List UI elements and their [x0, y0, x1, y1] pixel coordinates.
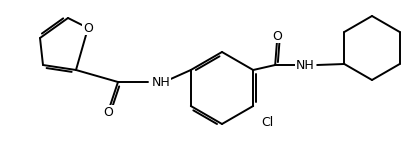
Text: O: O: [103, 106, 113, 119]
Text: O: O: [83, 22, 93, 34]
Text: NH: NH: [296, 58, 315, 71]
Text: NH: NH: [152, 75, 171, 88]
Text: Cl: Cl: [261, 116, 274, 129]
Text: O: O: [272, 30, 282, 43]
